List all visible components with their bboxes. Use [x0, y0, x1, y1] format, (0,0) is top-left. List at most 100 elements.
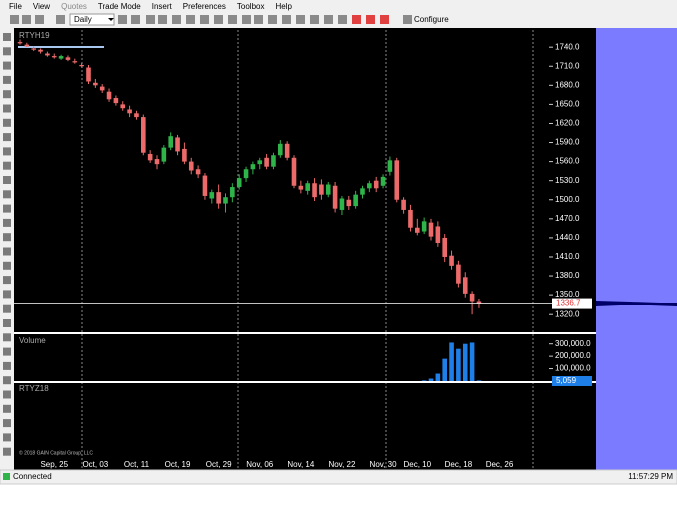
y-tick-label: 1470.0 [555, 214, 580, 223]
tool-icon [3, 190, 11, 199]
tool-icon [3, 404, 11, 413]
candle-body [223, 197, 228, 204]
candle-body [147, 153, 153, 161]
candle-body [312, 183, 317, 198]
candle-body [175, 137, 180, 152]
volume-bar [462, 343, 468, 381]
candle-body [202, 175, 208, 196]
y-tick-label: 100,000.0 [555, 364, 591, 373]
tool-icon [3, 118, 11, 127]
candle-body [65, 57, 71, 60]
tool-icon [3, 319, 11, 327]
candle-body [462, 277, 468, 294]
y-tick-label: 1620.0 [555, 119, 580, 128]
candle-body [339, 198, 345, 210]
candle-body [230, 187, 235, 198]
tool-icon [3, 47, 11, 56]
y-tick-label: 300,000.0 [555, 339, 591, 348]
candle-body [209, 192, 215, 199]
candle-body [284, 143, 290, 158]
candle-body [435, 226, 441, 243]
x-tick-label: Nov, 30 [370, 460, 398, 469]
menu-item[interactable]: Insert [152, 2, 173, 11]
y-tick-label: 1560.0 [555, 157, 580, 166]
tool-icon [3, 61, 11, 70]
x-tick-label: Sep, 25 [40, 460, 68, 469]
volume-title: Volume [19, 336, 46, 345]
candle-body [24, 44, 30, 47]
candle-body [93, 82, 98, 86]
candle-body [257, 160, 263, 165]
candle-body [17, 42, 23, 44]
tool-icon [3, 133, 11, 142]
candle-body [387, 160, 393, 172]
tool-icon [3, 33, 11, 41]
tool-icon [3, 104, 11, 113]
x-tick-label: Nov, 06 [246, 460, 274, 469]
tool-icon [3, 433, 11, 442]
x-tick-label: Oct, 29 [206, 460, 232, 469]
candle-body [408, 209, 413, 228]
volume-bar [428, 378, 434, 381]
candle-body [278, 143, 283, 156]
interval-text: Daily [74, 15, 92, 24]
x-tick-label: Oct, 19 [165, 460, 191, 469]
y-tick-label: 1500.0 [555, 195, 580, 204]
tool-icon [3, 276, 11, 285]
volume-profile [596, 301, 677, 306]
menu-item[interactable]: Help [275, 2, 292, 11]
x-tick-label: Dec, 10 [404, 460, 432, 469]
candle-body [305, 183, 310, 191]
menu-item[interactable]: Quotes [61, 2, 87, 11]
y-tick-label: 1410.0 [555, 252, 580, 261]
volume-bar [442, 358, 447, 381]
volume-bar [469, 342, 475, 381]
candle-body [401, 199, 406, 210]
tool-icon [3, 247, 11, 256]
configure-button[interactable]: Configure [414, 15, 449, 24]
x-tick-label: Oct, 11 [124, 460, 150, 469]
volume-bar [435, 373, 441, 381]
candle-body [79, 64, 84, 67]
candle-body [45, 53, 50, 56]
side-panel [596, 28, 677, 470]
candle-body [271, 155, 276, 167]
menu-item[interactable]: Preferences [183, 2, 226, 11]
chart-background [14, 28, 596, 470]
y-tick-label: 1740.0 [555, 42, 580, 51]
volume-bar [456, 348, 461, 381]
x-tick-label: Oct, 03 [82, 460, 108, 469]
last-price-label: 1336.7 [556, 299, 581, 308]
candle-body [367, 183, 372, 189]
connection-status: Connected [13, 472, 52, 481]
y-tick-label: 200,000.0 [555, 351, 591, 360]
candle-body [428, 222, 434, 237]
menu-bar: File View Quotes Trade Mode Insert Preference… [9, 2, 292, 11]
candle-body [195, 169, 201, 175]
candle-body [51, 56, 57, 58]
tool-icon [3, 304, 11, 313]
volume-label-box [552, 376, 592, 386]
status-bar [0, 469, 677, 485]
menu-item[interactable]: Toolbox [237, 2, 265, 11]
menu-item[interactable]: File [9, 2, 22, 11]
candle-body [250, 164, 256, 170]
interval-dropdown[interactable] [69, 13, 115, 26]
volume-bar [421, 380, 427, 381]
y-tick-label: 1320.0 [555, 309, 580, 318]
tool-icon [3, 290, 11, 299]
menu-item[interactable]: Trade Mode [98, 2, 141, 11]
candle-body [373, 180, 379, 189]
clock: 11:57:29 PM [628, 472, 673, 481]
period-separators [81, 30, 534, 468]
y-tick-label: 1710.0 [555, 61, 580, 70]
tool-icon [3, 161, 11, 170]
candle-body [264, 157, 269, 167]
volume-label: 5,059 [556, 376, 577, 385]
candle-body [332, 185, 338, 209]
candle-body [442, 237, 447, 257]
menu-item[interactable]: View [33, 2, 50, 11]
candle-body [72, 61, 78, 63]
candle-body [449, 255, 454, 266]
